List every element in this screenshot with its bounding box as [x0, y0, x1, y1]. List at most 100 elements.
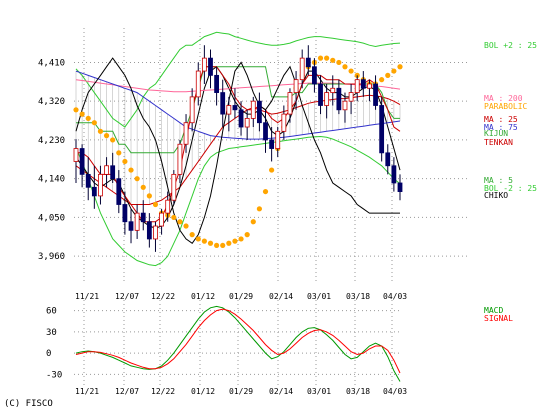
candle — [183, 122, 189, 145]
candle — [153, 225, 158, 240]
parabolic-dot — [348, 68, 354, 74]
candle — [397, 182, 403, 192]
candle — [201, 57, 207, 72]
x-tick-label: 01/29 — [229, 292, 253, 301]
candle — [354, 79, 360, 93]
x-tick-label: 11/21 — [75, 292, 99, 301]
candle — [312, 66, 317, 85]
parabolic-dot — [122, 158, 128, 165]
price-panel: 3,960 4,050 4,140 4,230 4,320 4,410 11/21 12/07… — [38, 28, 470, 301]
candle — [348, 92, 354, 102]
parabolic-dot — [256, 206, 262, 212]
macd-legend-item: SIGNAL — [484, 314, 513, 323]
candle — [189, 96, 195, 124]
candle — [250, 100, 256, 119]
candle — [134, 212, 140, 231]
legend-item: KIJUN — [484, 129, 508, 138]
parabolic-dot — [140, 184, 146, 190]
candle — [244, 118, 250, 128]
x-tick-label: 02/14 — [269, 387, 293, 396]
y-tick-label: 4,230 — [38, 136, 65, 146]
parabolic-dot — [324, 55, 330, 61]
x-tick-label: 04/03 — [383, 387, 407, 396]
parabolic-dot — [189, 232, 195, 238]
legend-item: MA : 5 — [484, 176, 513, 185]
series-bol-2-25 — [75, 135, 401, 267]
y-tick-label: 0 — [46, 349, 51, 359]
y-tick-label: 4,410 — [38, 58, 65, 68]
parabolic-dot — [262, 188, 269, 195]
series-macd — [75, 305, 401, 382]
candle — [256, 100, 262, 124]
candle — [208, 57, 213, 76]
parabolic-dot — [183, 223, 189, 229]
candle — [128, 221, 134, 231]
candle — [165, 199, 171, 214]
parabolic-dot — [73, 107, 79, 113]
candle — [122, 204, 128, 223]
parabolic-dot — [128, 167, 134, 173]
parabolic-dot — [250, 219, 256, 225]
parabolic-dot — [238, 236, 244, 242]
parabolic-dot — [171, 214, 177, 221]
x-tick-label: 03/18 — [346, 292, 370, 301]
series-ma-75 — [75, 70, 401, 140]
candle — [293, 79, 299, 93]
x-tick-label: 03/01 — [307, 292, 331, 301]
parabolic-dot — [226, 240, 232, 246]
parabolic-dot — [97, 128, 104, 134]
candle — [73, 148, 79, 162]
parabolic-dot — [342, 64, 348, 70]
candle — [146, 221, 152, 240]
parabolic-dot — [397, 64, 403, 70]
candle — [104, 165, 109, 175]
x-tick-label: 01/12 — [191, 292, 215, 301]
legend-item: MA : 75 — [484, 123, 518, 132]
y-tick-label: 4,140 — [38, 175, 65, 185]
parabolic-dot — [110, 137, 116, 143]
candle — [238, 109, 244, 128]
x-tick-label: 11/21 — [75, 387, 99, 396]
candle — [342, 100, 348, 111]
x-tick-label: 01/12 — [191, 387, 215, 396]
x-tick-label: 03/01 — [307, 387, 331, 396]
parabolic-dot — [220, 242, 226, 249]
candle — [281, 113, 287, 132]
candle — [324, 92, 330, 106]
parabolic-dot — [91, 120, 97, 126]
x-tick-label: 03/18 — [346, 387, 370, 396]
parabolic-dot — [214, 242, 220, 249]
legend-item: MA : 25 — [484, 115, 518, 124]
candle — [318, 83, 323, 106]
candle — [263, 122, 268, 141]
y-tick-label: 4,050 — [38, 213, 65, 223]
candle — [220, 92, 226, 115]
parabolic-dot — [103, 133, 110, 139]
candle — [275, 130, 281, 149]
legend-item: TENKAN — [484, 138, 513, 147]
candle — [98, 173, 103, 197]
macd-panel: 60 30 0 -30 11/21 12/07 12/22 01/12 01/29 02/14 03… — [46, 300, 407, 396]
candle — [336, 87, 342, 111]
legend-item: CHIKO — [484, 191, 508, 200]
parabolic-dot — [385, 72, 391, 78]
series-tenkan — [76, 66, 401, 223]
copyright-text: (C) FISCO — [4, 399, 53, 409]
x-tick-label: 01/29 — [229, 387, 253, 396]
candle — [116, 178, 122, 205]
y-tick-label: -30 — [46, 370, 62, 380]
series-ma-5 — [75, 65, 401, 229]
x-tick-label: 04/03 — [383, 292, 407, 301]
parabolic-dot — [379, 77, 385, 83]
parabolic-dot — [85, 115, 91, 122]
parabolic-dot — [391, 68, 397, 74]
legend-item: BOL -2 : 25 — [484, 184, 537, 193]
legend-item: MA : 200 — [484, 94, 523, 103]
parabolic-dot — [146, 193, 152, 199]
legend-item: PARABOLIC — [484, 102, 528, 111]
macd-legend-item: MACD — [484, 306, 503, 315]
parabolic-dot — [201, 238, 207, 244]
candle — [226, 105, 232, 115]
